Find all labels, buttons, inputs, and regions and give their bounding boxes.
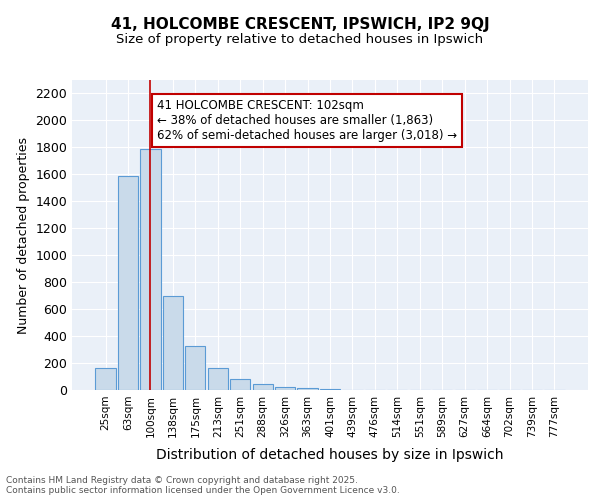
Text: 41, HOLCOMBE CRESCENT, IPSWICH, IP2 9QJ: 41, HOLCOMBE CRESCENT, IPSWICH, IP2 9QJ [110,18,490,32]
Bar [208,368,228,390]
Text: Contains HM Land Registry data © Crown copyright and database right 2025.
Contai: Contains HM Land Registry data © Crown c… [6,476,400,495]
Text: 41 HOLCOMBE CRESCENT: 102sqm
← 38% of detached houses are smaller (1,863)
62% of: 41 HOLCOMBE CRESCENT: 102sqm ← 38% of de… [157,99,457,142]
Y-axis label: Number of detached properties: Number of detached properties [17,136,30,334]
Bar [163,296,183,390]
Bar [298,388,317,390]
Bar [253,384,273,390]
Bar [320,389,340,390]
X-axis label: Distribution of detached houses by size in Ipswich: Distribution of detached houses by size … [156,448,504,462]
Bar [275,386,295,390]
Bar [140,148,161,390]
Bar [118,176,138,390]
Bar [185,346,205,390]
Text: Size of property relative to detached houses in Ipswich: Size of property relative to detached ho… [116,32,484,46]
Bar [95,368,116,390]
Bar [230,379,250,390]
